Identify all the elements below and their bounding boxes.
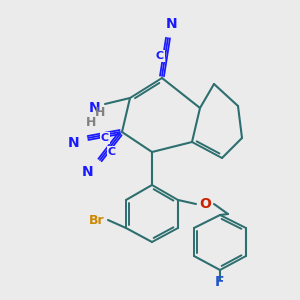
Text: C: C bbox=[101, 133, 109, 143]
Text: N: N bbox=[89, 101, 101, 115]
Text: O: O bbox=[199, 197, 211, 211]
Text: C: C bbox=[156, 51, 164, 61]
Text: N: N bbox=[68, 136, 80, 150]
Text: H: H bbox=[95, 106, 105, 119]
Text: F: F bbox=[215, 275, 225, 289]
Text: N: N bbox=[82, 165, 94, 179]
Text: H: H bbox=[86, 116, 96, 128]
Text: N: N bbox=[166, 17, 178, 31]
Text: C: C bbox=[108, 147, 116, 157]
Text: Br: Br bbox=[89, 214, 105, 226]
